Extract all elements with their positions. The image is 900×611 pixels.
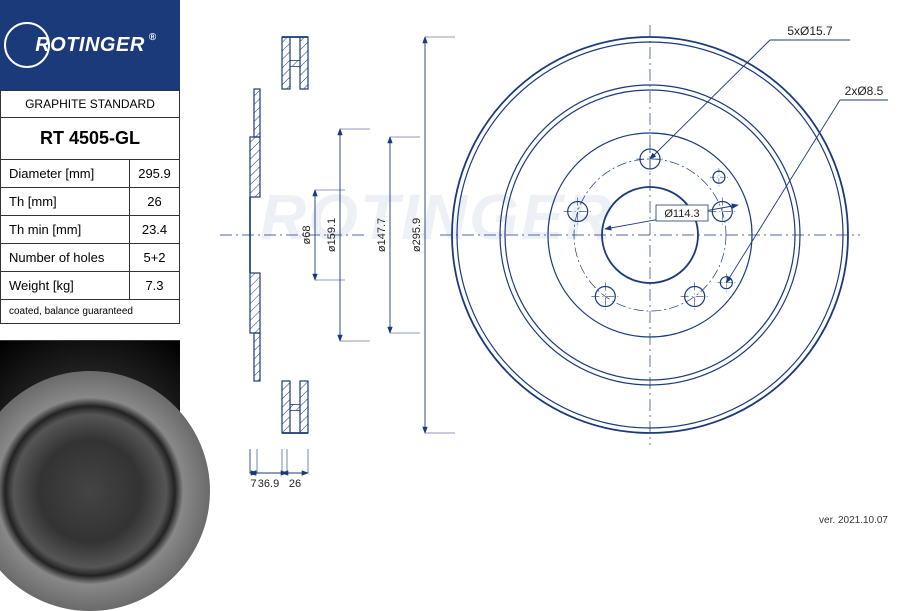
svg-text:ø147.7: ø147.7: [376, 218, 388, 252]
spec-value: 5+2: [130, 244, 180, 272]
svg-text:2xØ8.5: 2xØ8.5: [845, 84, 884, 98]
spec-label: Weight [kg]: [1, 272, 130, 300]
spec-table: GRAPHITE STANDARD RT 4505-GL Diameter [m…: [0, 90, 180, 324]
technical-drawing: ø295.9 ø147.7 ø159.1 ø68 736.9 26 5xØ15.7 2xØ8…: [180, 0, 900, 534]
spec-value: 23.4: [130, 216, 180, 244]
version-label: ver. 2021.10.07: [819, 515, 888, 526]
spec-note: coated, balance guaranteed: [1, 300, 180, 324]
spec-label: Th min [mm]: [1, 216, 130, 244]
svg-text:5xØ15.7: 5xØ15.7: [787, 24, 833, 38]
svg-text:ø159.1: ø159.1: [326, 218, 338, 252]
spec-label: Th [mm]: [1, 188, 130, 216]
svg-text:7: 7: [250, 478, 256, 490]
svg-text:ø295.9: ø295.9: [411, 218, 423, 252]
spec-label: Diameter [mm]: [1, 160, 130, 188]
spec-value: 295.9: [130, 160, 180, 188]
spec-label: Number of holes: [1, 244, 130, 272]
svg-text:Ø114.3: Ø114.3: [664, 208, 699, 220]
standard-label: GRAPHITE STANDARD: [1, 91, 180, 118]
svg-text:26: 26: [289, 478, 301, 490]
svg-text:ø68: ø68: [301, 226, 313, 245]
product-photo: [0, 340, 180, 534]
brand-logo: ROTINGER: [0, 0, 180, 90]
spec-value: 26: [130, 188, 180, 216]
svg-text:36.9: 36.9: [258, 478, 279, 490]
part-number: RT 4505-GL: [1, 118, 180, 160]
brand-name: ROTINGER: [35, 34, 145, 57]
spec-value: 7.3: [130, 272, 180, 300]
